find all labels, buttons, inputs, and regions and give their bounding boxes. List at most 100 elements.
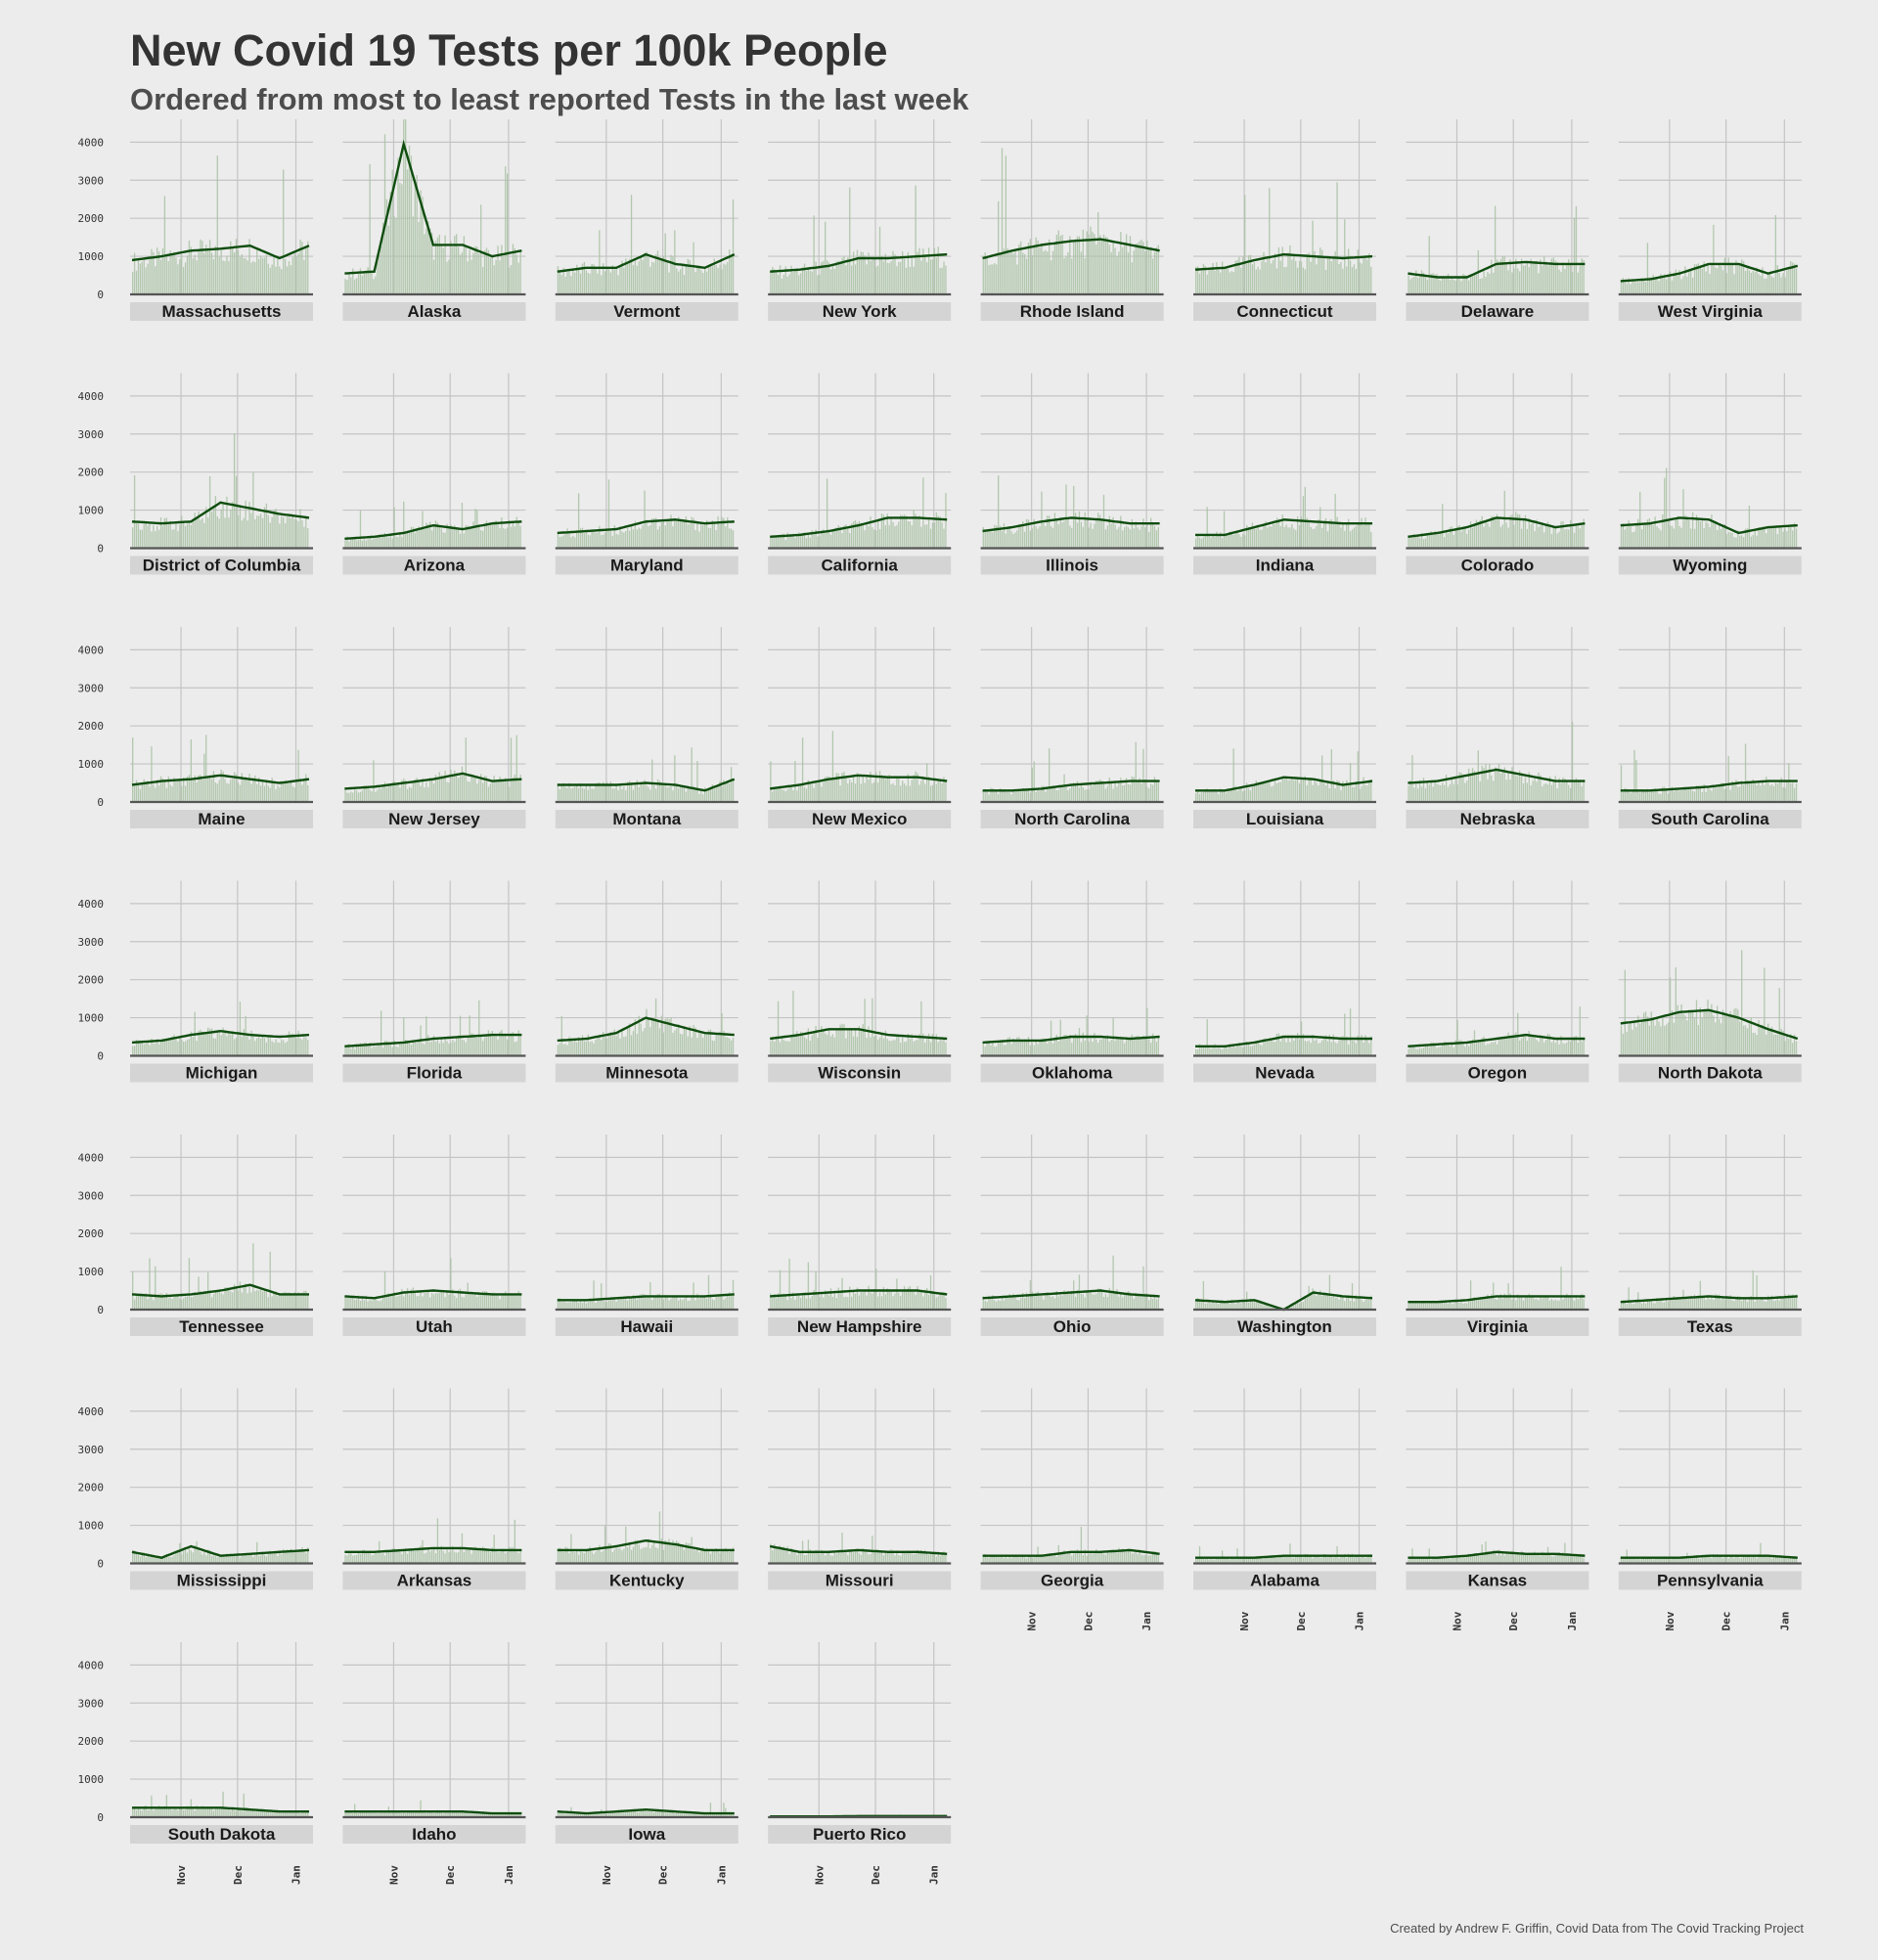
- daily-test-bar: [1023, 1557, 1026, 1564]
- daily-test-bar: [1206, 1303, 1208, 1310]
- daily-test-bar: [1409, 780, 1411, 802]
- daily-test-bar: [228, 1555, 230, 1564]
- daily-test-bar: [393, 507, 395, 549]
- daily-test-bar: [201, 1554, 203, 1564]
- daily-test-bar: [1351, 1040, 1354, 1056]
- daily-test-bar: [609, 781, 612, 802]
- daily-test-bar: [1195, 1048, 1197, 1056]
- daily-test-bar: [182, 1298, 185, 1310]
- daily-test-bar: [687, 524, 689, 549]
- daily-test-bar: [1364, 1035, 1366, 1056]
- daily-test-bar: [831, 1296, 834, 1310]
- daily-test-bar: [640, 1294, 642, 1310]
- daily-test-bar: [1100, 780, 1103, 802]
- daily-test-bar: [1366, 259, 1368, 294]
- daily-test-bar: [1061, 1295, 1063, 1310]
- daily-test-bar: [1267, 1040, 1269, 1056]
- daily-test-bar: [218, 1555, 220, 1564]
- daily-test-bar: [1648, 1299, 1651, 1310]
- daily-test-bar: [153, 1044, 155, 1056]
- daily-test-bar: [982, 256, 984, 294]
- daily-test-bar: [286, 782, 289, 802]
- daily-test-bar: [858, 258, 861, 294]
- daily-test-bar: [1281, 246, 1283, 294]
- daily-test-bar: [438, 1293, 441, 1310]
- daily-test-bar: [829, 269, 832, 294]
- daily-test-bar: [862, 251, 864, 294]
- daily-test-bar: [519, 1293, 521, 1310]
- daily-test-bar: [469, 1292, 470, 1310]
- daily-test-bar: [1691, 1011, 1694, 1056]
- daily-test-bar: [1413, 536, 1415, 549]
- daily-test-bar: [1067, 790, 1069, 802]
- daily-test-bar: [835, 773, 837, 802]
- daily-test-bar: [1795, 268, 1798, 294]
- daily-test-bar: [385, 787, 388, 802]
- daily-test-bar: [256, 248, 258, 294]
- daily-test-bar: [1277, 1033, 1280, 1056]
- daily-test-bar: [1522, 1034, 1525, 1056]
- daily-test-bar: [446, 1549, 448, 1564]
- daily-test-bar: [139, 263, 142, 294]
- daily-test-bar: [519, 1551, 521, 1564]
- daily-test-bar: [654, 788, 657, 802]
- daily-test-bar: [878, 1292, 881, 1310]
- daily-test-bar: [922, 248, 924, 294]
- daily-test-bar: [133, 1046, 136, 1056]
- daily-test-bar: [1727, 755, 1729, 802]
- daily-test-bar: [896, 1278, 898, 1310]
- daily-test-bar: [363, 1043, 365, 1056]
- daily-test-bar: [1261, 529, 1263, 549]
- daily-test-bar: [456, 528, 458, 549]
- daily-test-bar: [1071, 1043, 1073, 1056]
- daily-test-bar: [678, 1024, 680, 1056]
- daily-test-bar: [1658, 793, 1660, 802]
- daily-test-bar: [1564, 269, 1566, 294]
- daily-test-bar: [503, 256, 505, 294]
- daily-test-bar: [397, 536, 399, 549]
- daily-test-bar: [1045, 791, 1047, 802]
- daily-test-bar: [915, 1294, 917, 1310]
- daily-test-bar: [157, 1044, 160, 1056]
- daily-test-bar: [1756, 1274, 1758, 1310]
- daily-test-bar: [634, 1295, 637, 1310]
- daily-test-bar: [169, 1556, 171, 1564]
- daily-test-bar: [410, 1548, 413, 1564]
- daily-test-bar: [1149, 783, 1152, 802]
- daily-test-bar: [1782, 1296, 1784, 1310]
- daily-test-bar: [1092, 528, 1094, 549]
- daily-test-bar: [1630, 525, 1632, 549]
- daily-test-bar: [1678, 525, 1680, 549]
- daily-test-bar: [1662, 1302, 1664, 1310]
- daily-test-bar: [784, 1294, 786, 1310]
- daily-test-bar: [801, 1294, 804, 1310]
- daily-test-bar: [1699, 1007, 1701, 1056]
- daily-test-bar: [801, 1032, 804, 1056]
- daily-test-bar: [1575, 1297, 1578, 1310]
- daily-test-bar: [1124, 526, 1126, 549]
- daily-test-bar: [1675, 517, 1677, 549]
- daily-test-bar: [715, 787, 717, 802]
- daily-test-bar: [1346, 266, 1348, 294]
- daily-test-bar: [1750, 1017, 1752, 1056]
- daily-test-bar: [927, 1295, 930, 1310]
- daily-test-bar: [705, 1547, 708, 1564]
- daily-test-bar: [194, 512, 196, 549]
- daily-test-bar: [1720, 528, 1722, 549]
- facet-label: Nebraska: [1460, 810, 1536, 828]
- daily-test-bar: [790, 1298, 792, 1310]
- daily-test-bar: [1340, 1295, 1342, 1310]
- daily-test-bar: [446, 1041, 448, 1056]
- daily-test-bar: [177, 1041, 179, 1056]
- daily-test-bar: [678, 516, 680, 549]
- daily-test-bar: [1772, 527, 1775, 549]
- daily-test-bar: [503, 1293, 505, 1310]
- daily-test-bar: [1074, 1296, 1077, 1310]
- daily-test-bar: [668, 272, 670, 294]
- daily-test-bar: [723, 263, 725, 294]
- daily-test-bar: [994, 1047, 996, 1056]
- daily-test-bar: [890, 1549, 892, 1564]
- daily-test-bar: [1496, 769, 1498, 802]
- daily-test-bar: [604, 1526, 606, 1564]
- daily-test-bar: [344, 1554, 346, 1564]
